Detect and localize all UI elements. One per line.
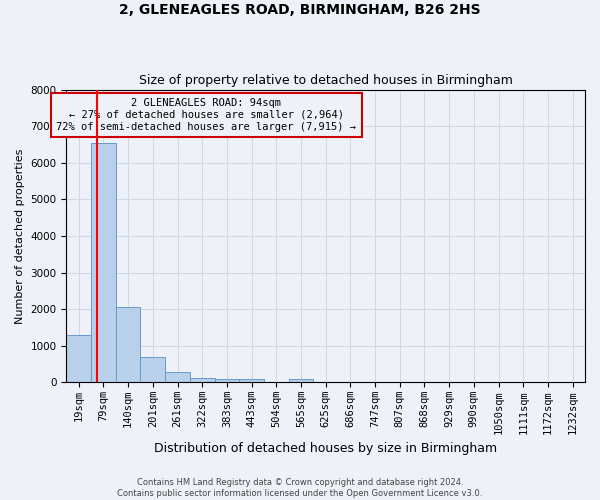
Bar bbox=[116, 308, 140, 382]
Bar bbox=[190, 378, 215, 382]
X-axis label: Distribution of detached houses by size in Birmingham: Distribution of detached houses by size … bbox=[154, 442, 497, 455]
Bar bbox=[91, 142, 116, 382]
Y-axis label: Number of detached properties: Number of detached properties bbox=[15, 148, 25, 324]
Bar bbox=[140, 358, 165, 382]
Text: Contains HM Land Registry data © Crown copyright and database right 2024.
Contai: Contains HM Land Registry data © Crown c… bbox=[118, 478, 482, 498]
Bar bbox=[239, 380, 264, 382]
Bar bbox=[165, 372, 190, 382]
Bar bbox=[67, 334, 91, 382]
Text: 2 GLENEAGLES ROAD: 94sqm
← 27% of detached houses are smaller (2,964)
72% of sem: 2 GLENEAGLES ROAD: 94sqm ← 27% of detach… bbox=[56, 98, 356, 132]
Text: 2, GLENEAGLES ROAD, BIRMINGHAM, B26 2HS: 2, GLENEAGLES ROAD, BIRMINGHAM, B26 2HS bbox=[119, 2, 481, 16]
Bar bbox=[289, 380, 313, 382]
Title: Size of property relative to detached houses in Birmingham: Size of property relative to detached ho… bbox=[139, 74, 512, 87]
Bar bbox=[215, 380, 239, 382]
